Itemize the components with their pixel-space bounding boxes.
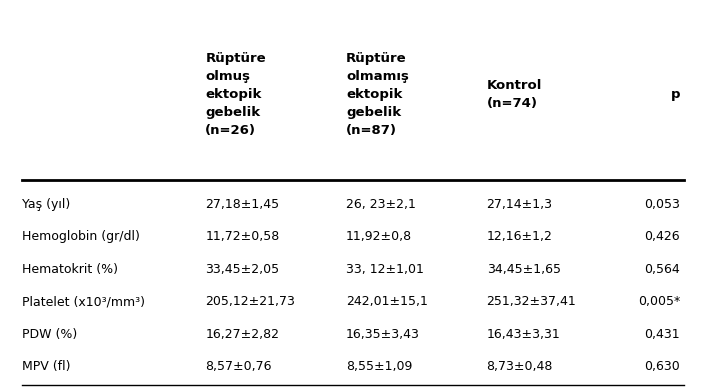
Text: Yaş (yıl): Yaş (yıl) [23, 198, 71, 211]
Text: 11,72±0,58: 11,72±0,58 [205, 230, 280, 243]
Text: 242,01±15,1: 242,01±15,1 [346, 295, 428, 308]
Text: 205,12±21,73: 205,12±21,73 [205, 295, 295, 308]
Text: 0,564: 0,564 [645, 263, 680, 276]
Text: Hematokrit (%): Hematokrit (%) [23, 263, 119, 276]
Text: 16,43±3,31: 16,43±3,31 [486, 328, 561, 341]
Text: 0,426: 0,426 [645, 230, 680, 243]
Text: 8,73±0,48: 8,73±0,48 [486, 360, 553, 373]
Text: PDW (%): PDW (%) [23, 328, 78, 341]
Text: 16,27±2,82: 16,27±2,82 [205, 328, 280, 341]
Text: p: p [671, 88, 680, 101]
Text: 16,35±3,43: 16,35±3,43 [346, 328, 420, 341]
Text: Rüptüre
olmuş
ektopik
gebelik
(n=26): Rüptüre olmuş ektopik gebelik (n=26) [205, 52, 266, 137]
Text: MPV (fl): MPV (fl) [23, 360, 71, 373]
Text: Platelet (x10³/mm³): Platelet (x10³/mm³) [23, 295, 145, 308]
Text: Kontrol
(n=74): Kontrol (n=74) [486, 79, 542, 110]
Text: 8,57±0,76: 8,57±0,76 [205, 360, 272, 373]
Text: 33, 12±1,01: 33, 12±1,01 [346, 263, 424, 276]
Text: 11,92±0,8: 11,92±0,8 [346, 230, 412, 243]
Text: 27,18±1,45: 27,18±1,45 [205, 198, 280, 211]
Text: 0,630: 0,630 [645, 360, 680, 373]
Text: 34,45±1,65: 34,45±1,65 [486, 263, 561, 276]
Text: 8,55±1,09: 8,55±1,09 [346, 360, 412, 373]
Text: Rüptüre
olmamış
ektopik
gebelik
(n=87): Rüptüre olmamış ektopik gebelik (n=87) [346, 52, 409, 137]
Text: 12,16±1,2: 12,16±1,2 [486, 230, 553, 243]
Text: 0,431: 0,431 [645, 328, 680, 341]
Text: 26, 23±2,1: 26, 23±2,1 [346, 198, 416, 211]
Text: 27,14±1,3: 27,14±1,3 [486, 198, 553, 211]
Text: 0,005*: 0,005* [638, 295, 680, 308]
Text: 0,053: 0,053 [644, 198, 680, 211]
Text: 33,45±2,05: 33,45±2,05 [205, 263, 280, 276]
Text: Hemoglobin (gr/dl): Hemoglobin (gr/dl) [23, 230, 140, 243]
Text: 251,32±37,41: 251,32±37,41 [486, 295, 576, 308]
